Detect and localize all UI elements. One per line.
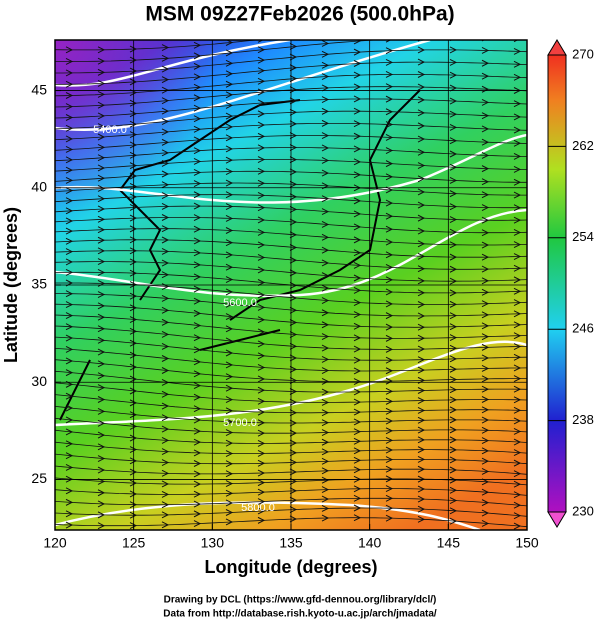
stream-arrow: [354, 27, 360, 33]
contour-label: 5600.0: [223, 297, 257, 309]
footer-text: Drawing by DCL (https://www.gfd-dennou.o…: [164, 595, 437, 606]
colorbar-tick-label: 238: [572, 412, 594, 427]
chart-title: MSM 09Z27Feb2026 (500.0hPa): [145, 3, 454, 26]
x-axis-label: Longitude (degrees): [204, 557, 377, 577]
y-tick-label: 30: [31, 373, 47, 389]
x-tick-label: 130: [201, 535, 225, 551]
contour-line: [55, 501, 481, 530]
contour-label: 5800.0: [241, 502, 275, 514]
y-tick-label: 35: [31, 276, 47, 292]
colorbar-extend: [547, 511, 567, 528]
stream-arrow: [257, 40, 264, 43]
stream-arrow: [386, 25, 392, 31]
colorbar-tick-label: 270: [572, 46, 594, 61]
colorbar-tick-label: 262: [572, 138, 594, 153]
footer-text: Data from http://database.rish.kyoto-u.a…: [163, 609, 437, 620]
colorbar: [547, 54, 567, 513]
contour-label: 5700.0: [223, 417, 257, 429]
x-tick-label: 120: [43, 535, 67, 551]
x-tick-label: 145: [437, 535, 461, 551]
x-tick-label: 125: [122, 535, 146, 551]
stream-arrow: [290, 33, 296, 39]
y-tick-label: 25: [31, 470, 47, 486]
colorbar-extend: [547, 39, 567, 56]
x-tick-label: 140: [358, 535, 382, 551]
stream-arrow: [385, 40, 392, 43]
plot-area: 5400.0 5600.0 5700.0 5800.0: [55, 23, 527, 530]
contour-line: [55, 340, 527, 427]
y-tick-label: 45: [31, 81, 47, 97]
y-tick-label: 40: [31, 178, 47, 194]
x-tick-label: 150: [515, 535, 539, 551]
colorbar-tick-label: 246: [572, 321, 594, 336]
contour-line: [55, 133, 527, 204]
stream-arrow: [482, 23, 488, 29]
stream-arrow: [322, 30, 328, 36]
x-tick-label: 135: [279, 535, 303, 551]
y-axis-label: Latitude (degrees): [1, 207, 21, 363]
colorbar-tick-label: 254: [572, 229, 594, 244]
contour-label: 5400.0: [93, 124, 127, 136]
stream-arrow: [514, 23, 520, 29]
colorbar-tick-label: 230: [572, 503, 594, 518]
contour-line: [55, 40, 291, 87]
